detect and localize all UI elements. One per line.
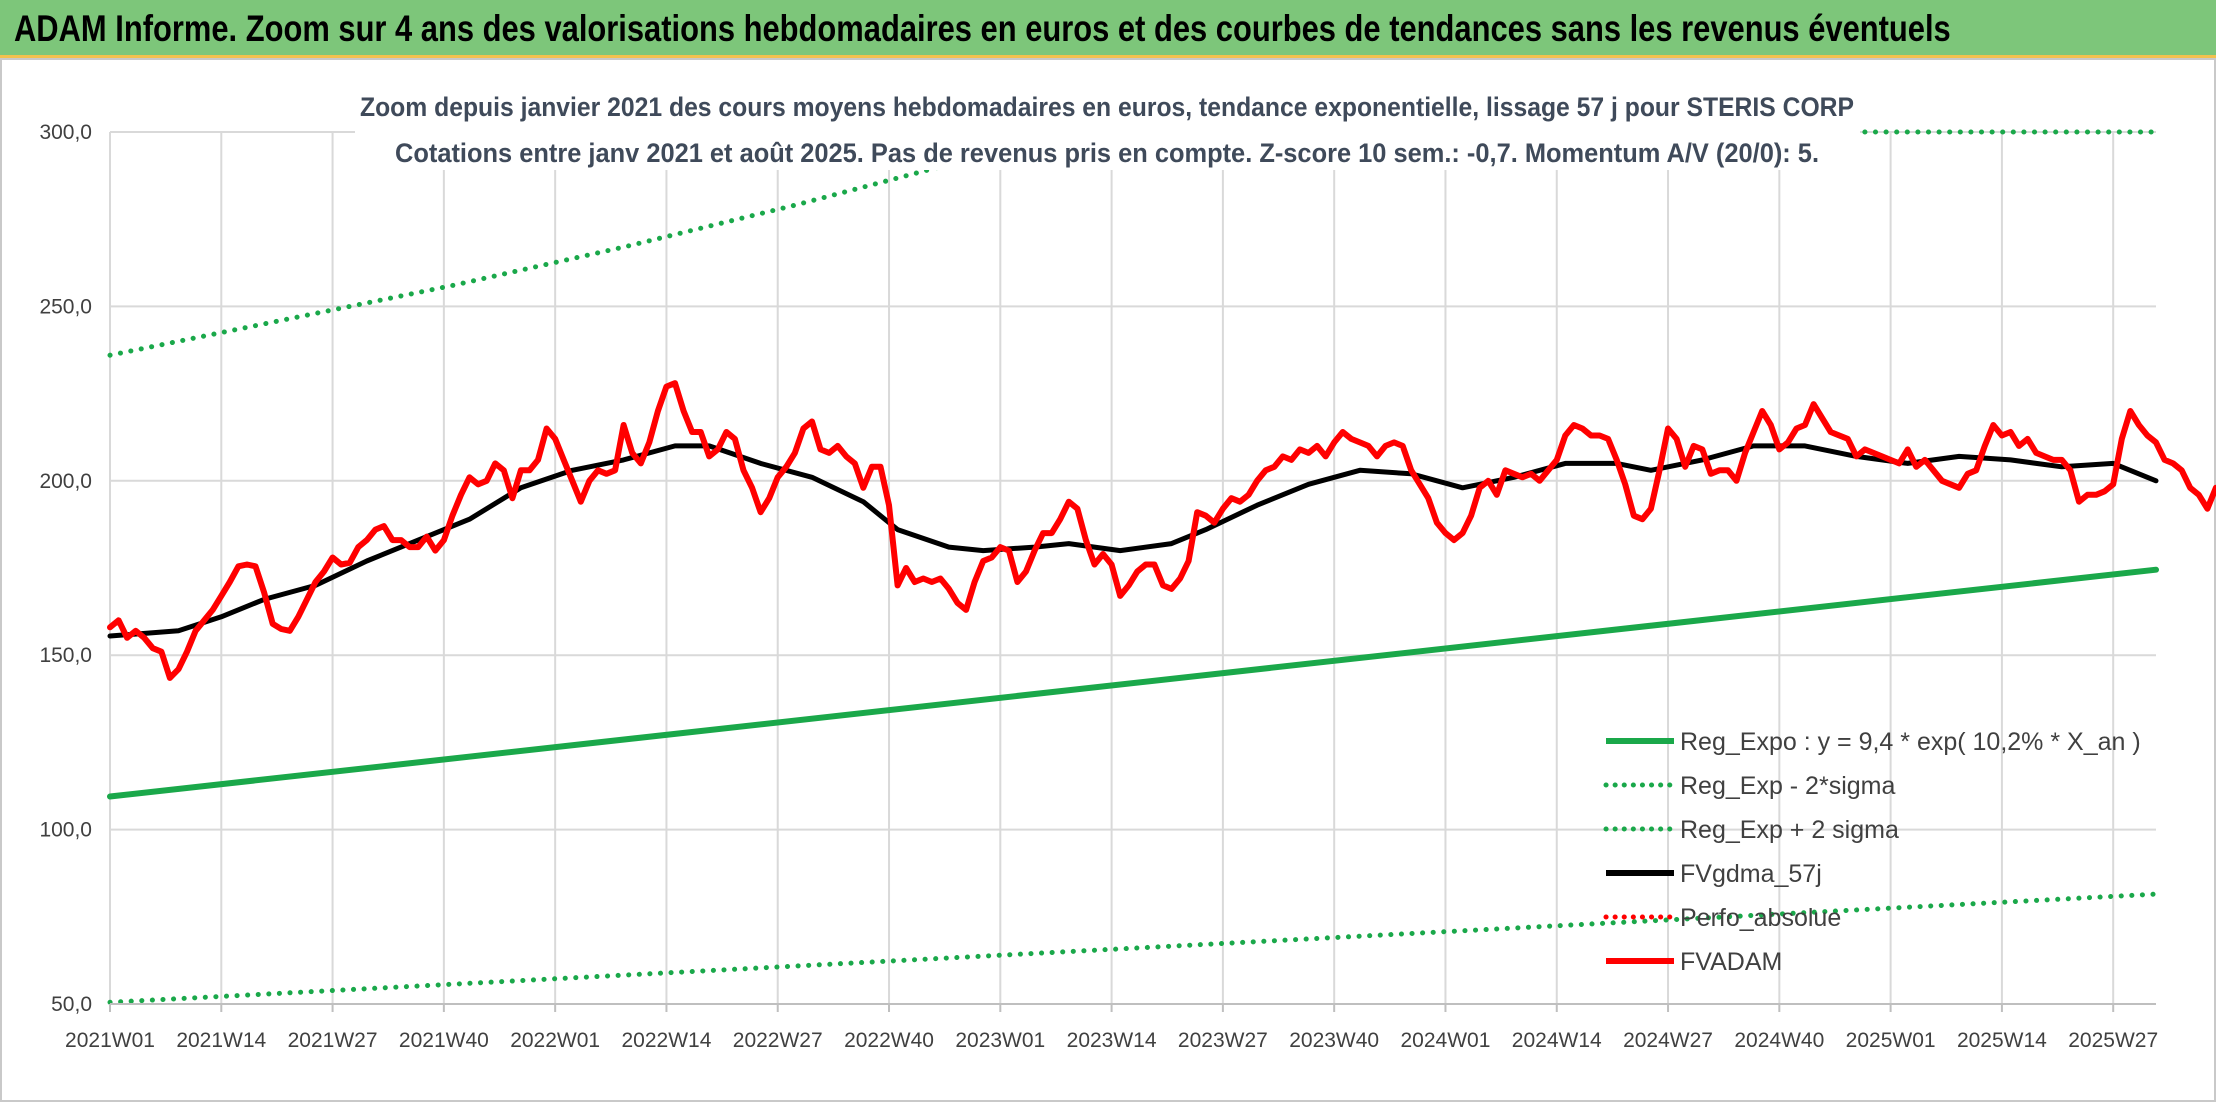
x-tick-label: 2024W14 — [1512, 1029, 1602, 1052]
series-line-fvadam — [107, 380, 2216, 681]
y-tick-label: 100,0 — [39, 819, 92, 842]
page-title: ADAM Informe. Zoom sur 4 ans des valoris… — [14, 8, 1951, 49]
x-tick-label: 2022W27 — [733, 1029, 823, 1052]
subtitle-line-1: Zoom depuis janvier 2021 des cours moyen… — [360, 92, 1854, 122]
subtitle-background — [355, 84, 1860, 170]
grid — [109, 131, 2156, 1005]
x-tick-label: 2024W27 — [1623, 1029, 1713, 1052]
x-tick-label: 2021W40 — [399, 1029, 489, 1052]
legend-label: FVADAM — [1680, 948, 1782, 976]
series-line-fvgdma-57j — [107, 443, 2159, 639]
x-tick-label: 2023W14 — [1067, 1029, 1157, 1052]
axes: 50,0 100,0 150,0 200,0 250,0 300,0 2021W01 2021… — [39, 121, 2158, 1052]
y-tick-label: 250,0 — [39, 295, 92, 318]
x-tick-label: 2023W27 — [1178, 1029, 1268, 1052]
x-tick-label: 2024W40 — [1734, 1029, 1824, 1052]
x-tick-label: 2025W27 — [2068, 1029, 2158, 1052]
x-tick-label: 2021W27 — [288, 1029, 378, 1052]
y-tick-label: 50,0 — [51, 993, 92, 1016]
x-tick-label: 2022W01 — [510, 1029, 600, 1052]
x-tick-label: 2021W14 — [176, 1029, 266, 1052]
x-tick-label: 2022W14 — [621, 1029, 711, 1052]
x-tick-label: 2025W01 — [1846, 1029, 1936, 1052]
legend-label: Perfo_absolue — [1680, 904, 1841, 932]
legend-label: Reg_Expo : y = 9,4 * exp( 10,2% * X_an ) — [1680, 728, 2141, 756]
subtitle-line-2: Cotations entre janv 2021 et août 2025. … — [395, 138, 1819, 168]
series-layer — [107, 129, 2216, 1005]
series-line-reg-expo-y-9-4-exp-10-2-x-an — [107, 566, 2159, 800]
legend-label: FVgdma_57j — [1680, 860, 1822, 888]
series-line-reg-exp-2-sigma — [107, 891, 2159, 1005]
x-tick-label: 2021W01 — [65, 1029, 155, 1052]
chart-subtitle: Zoom depuis janvier 2021 des cours moyen… — [355, 84, 1860, 170]
y-tick-label: 200,0 — [39, 470, 92, 493]
legend: Reg_Expo : y = 9,4 * exp( 10,2% * X_an )… — [1603, 728, 2141, 976]
chart-frame — [0, 58, 2216, 1102]
x-tick-label: 2025W14 — [1957, 1029, 2047, 1052]
x-tick-label: 2023W01 — [955, 1029, 1045, 1052]
x-tick-label: 2024W01 — [1401, 1029, 1491, 1052]
y-tick-label: 150,0 — [39, 644, 92, 667]
header-banner: ADAM Informe. Zoom sur 4 ans des valoris… — [0, 0, 2216, 58]
x-tick-label: 2022W40 — [844, 1029, 934, 1052]
x-tick-label: 2023W40 — [1289, 1029, 1379, 1052]
y-tick-label: 300,0 — [39, 121, 92, 144]
legend-label: Reg_Exp - 2*sigma — [1680, 772, 1895, 800]
legend-label: Reg_Exp + 2 sigma — [1680, 816, 1899, 844]
